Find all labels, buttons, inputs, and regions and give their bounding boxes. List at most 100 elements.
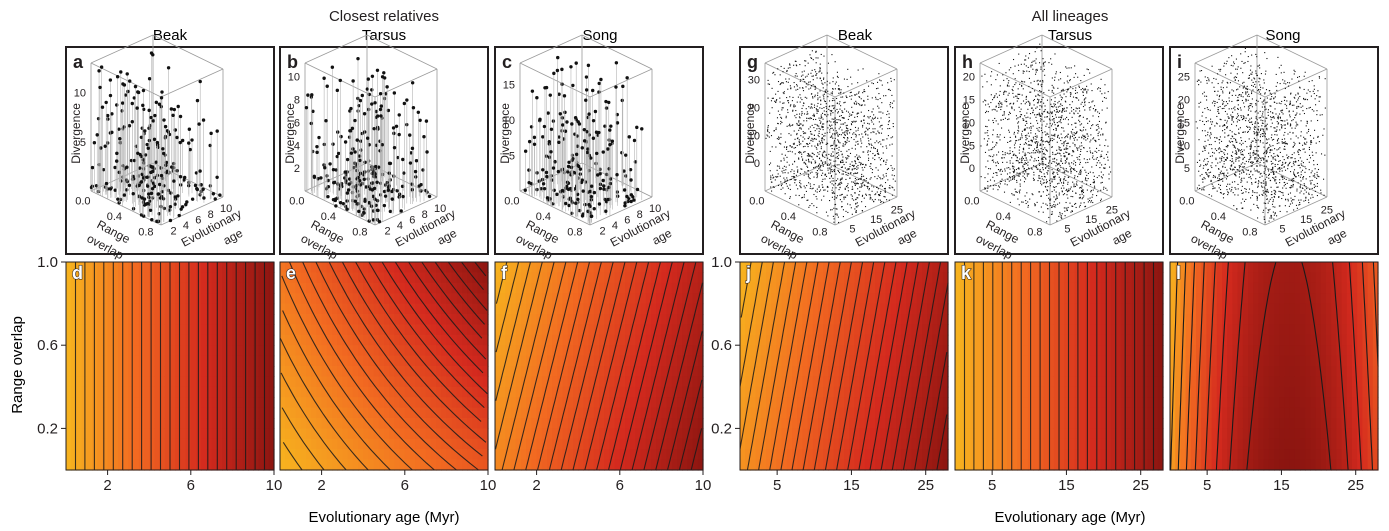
data-point [1087,69,1089,71]
data-point [567,203,571,208]
data-point [195,98,200,103]
data-point [813,205,815,207]
data-point [851,147,853,149]
data-point [821,154,824,157]
data-point [1026,122,1028,124]
range-tick-label: 0.8 [567,226,582,238]
data-point [853,102,855,104]
data-point [1010,67,1012,69]
data-point [1084,206,1086,208]
data-point [574,201,578,205]
data-point [836,213,838,215]
data-point [833,207,835,209]
data-point [877,194,880,196]
data-point [328,162,332,166]
data-point [800,75,803,77]
data-point [1024,135,1026,137]
data-point [833,141,835,143]
data-point [821,140,823,142]
data-point [825,154,827,156]
data-point [996,174,998,176]
data-point [874,176,876,178]
age-tick-label: 6 [409,214,415,226]
data-point [861,173,863,175]
data-point [809,187,811,189]
data-point [1040,84,1042,86]
data-point [187,141,191,145]
data-point [1213,86,1215,88]
data-point [988,149,990,151]
data-point [1107,156,1109,158]
data-point [806,111,808,113]
data-point [1060,119,1062,121]
data-point [1039,177,1041,179]
data-point [1306,92,1308,94]
data-point [838,183,840,185]
data-point [353,199,358,203]
data-point [1036,47,1038,49]
data-point [1098,120,1101,122]
data-point [892,178,894,180]
data-point [1071,162,1073,164]
data-point [1009,140,1011,142]
data-point [855,211,857,213]
data-point [884,191,886,193]
data-point [1257,122,1259,124]
data-point [1022,172,1024,174]
data-point [993,96,996,98]
data-point [1016,97,1018,99]
data-point [789,96,791,98]
data-point [542,186,547,191]
data-point [823,96,825,98]
data-point [833,148,836,150]
data-point [837,216,839,218]
data-point [1228,92,1231,94]
data-point [1308,80,1310,83]
data-point [867,181,869,183]
data-point [987,173,989,175]
data-point [1012,178,1014,180]
data-point [137,183,141,188]
data-point [832,88,834,90]
data-point [1107,151,1109,153]
data-point [807,143,809,146]
data-point [1066,135,1068,137]
data-point [1042,211,1044,213]
data-point [846,130,848,132]
data-point [97,69,101,73]
data-point [818,130,820,132]
data-point [1101,150,1103,152]
data-point [1014,142,1016,144]
data-point [843,136,845,139]
data-point [864,131,866,133]
data-point [172,107,177,112]
data-point [834,213,837,215]
data-point [1013,102,1015,104]
data-point [794,115,796,117]
data-point [822,135,825,137]
data-point [1023,173,1026,175]
data-point [815,74,817,76]
data-point [1045,164,1047,166]
data-point [819,90,821,92]
data-point [604,99,608,104]
data-point [1078,156,1080,158]
data-point [172,179,176,183]
data-point [803,132,805,135]
data-point [537,179,541,183]
data-point [1319,96,1321,98]
data-point [819,169,821,171]
data-point [986,143,988,145]
data-point [1036,106,1038,108]
data-point [787,109,789,111]
data-point [1299,150,1301,152]
data-point [814,88,816,90]
data-point [766,134,768,136]
data-point [1061,137,1063,139]
box-edge [764,162,828,192]
range-tick-label: 0.8 [1027,226,1042,238]
data-point [570,153,575,157]
data-point [1310,141,1312,143]
data-point [856,197,858,199]
